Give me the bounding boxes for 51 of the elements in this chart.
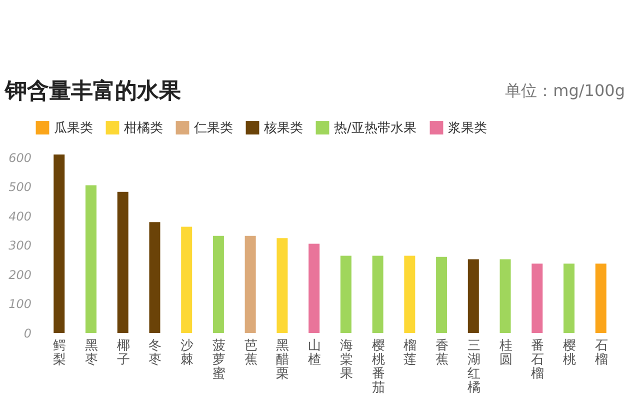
legend-label: 核果类 — [263, 120, 303, 136]
bar — [244, 236, 256, 333]
x-tick-label: 海棠果 — [340, 338, 353, 382]
bar — [500, 259, 511, 333]
x-tick-label: 樱桃番茄 — [372, 338, 385, 396]
x-tick-label: 椰子 — [116, 338, 130, 368]
y-tick-label: 600 — [8, 150, 32, 165]
legend-label: 浆果类 — [448, 120, 487, 136]
bar — [564, 264, 575, 333]
bar — [468, 259, 479, 333]
y-tick-label: 100 — [8, 297, 32, 312]
x-tick-label: 黑枣 — [84, 338, 98, 368]
bar — [212, 236, 224, 333]
bar — [308, 244, 320, 333]
bar — [85, 185, 96, 333]
x-tick-label: 番石榴 — [531, 338, 544, 382]
y-tick-label: 400 — [8, 209, 32, 224]
bar — [117, 192, 128, 333]
bar — [149, 222, 160, 333]
chart-title: 钾含量丰富的水果 — [4, 78, 182, 104]
x-tick-label: 菠萝蜜 — [212, 338, 226, 382]
legend-label: 瓜果类 — [54, 120, 93, 136]
x-tick-label: 桂圆 — [498, 338, 512, 368]
y-tick-label: 0 — [24, 326, 32, 340]
x-tick-label: 榴莲 — [404, 338, 417, 368]
bar — [276, 238, 288, 333]
bar — [532, 264, 543, 333]
x-tick-label: 黑醋栗 — [276, 338, 290, 382]
y-tick-label: 500 — [8, 180, 32, 194]
bar — [595, 264, 606, 333]
legend-label: 柑橘类 — [123, 120, 163, 136]
x-tick-label: 冬枣 — [148, 338, 162, 368]
x-tick-label: 沙棘 — [180, 338, 194, 368]
y-axis-title: 单位：mg/100g — [505, 81, 625, 100]
x-tick-label: 香蕉 — [436, 338, 449, 368]
legend-label: 热/亚热带水果 — [334, 120, 416, 136]
bar — [54, 154, 65, 333]
x-tick-label: 鳄梨 — [53, 338, 66, 368]
y-tick-label: 300 — [8, 238, 32, 253]
bar — [436, 256, 448, 333]
y-tick-label: 200 — [8, 268, 32, 282]
x-tick-label: 三湖红橘 — [467, 338, 480, 396]
x-tick-label: 山楂 — [308, 338, 322, 368]
x-tick-label: 石榴 — [594, 338, 608, 368]
bar — [404, 256, 416, 333]
bar — [340, 256, 352, 333]
bar — [372, 256, 384, 333]
x-tick-label: 芭蕉 — [244, 338, 258, 368]
bar — [181, 226, 192, 333]
x-tick-label: 樱桃 — [563, 338, 576, 368]
legend-label: 仁果类 — [193, 120, 233, 136]
